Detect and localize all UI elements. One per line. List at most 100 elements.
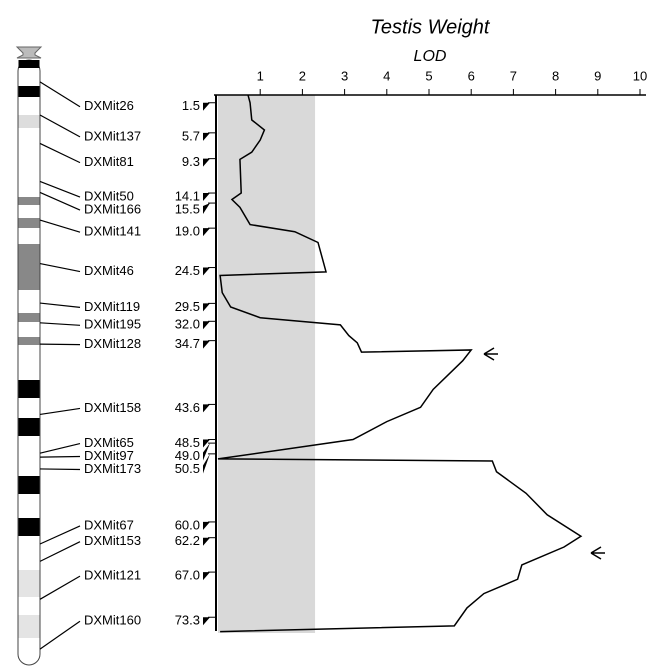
position-tick [203,453,210,474]
marker-name: DXMit67 [84,517,134,532]
plot-area: 1 2 3 4 5 6 7 8 9 10 DXMit26 1.5 DXMit137 5.7 DXMit81 9… [39,68,647,650]
marker-position: 29.5 [175,299,200,314]
band [18,313,40,322]
band [18,570,40,597]
marker-position: 67.0 [175,568,200,583]
marker-connector [39,541,81,562]
position-tick [203,102,210,111]
marker-name: DXMit121 [84,568,141,583]
position-tick [203,340,210,349]
marker-name: DXMit65 [84,435,134,450]
position-tick [203,537,210,546]
marker-connector [39,525,81,545]
position-tick [203,521,210,530]
position-tick [203,132,210,141]
lod-curve [217,94,583,633]
band [18,518,40,536]
x-axis-label: LOD [414,48,447,65]
marker-name: DXMit128 [84,336,141,351]
band [18,418,40,436]
x-tick-label: 1 [257,68,264,83]
x-tick-label: 8 [552,68,559,83]
position-tick [203,228,210,237]
marker-position: 24.5 [175,263,200,278]
marker-position: 32.0 [175,317,200,332]
marker-connector [39,620,81,650]
marker-connector [39,219,81,233]
marker-name: DXMit158 [84,400,141,415]
position-tick [203,617,210,626]
band [18,218,40,228]
marker-name: DXMit137 [84,128,141,143]
position-tick [203,203,210,215]
marker-name: DXMit160 [84,613,141,628]
peak-arrow [483,347,498,361]
marker-connector [39,262,81,273]
marker-position: 14.1 [175,188,200,203]
band [18,115,40,128]
threshold-band [218,95,316,633]
band [18,476,40,494]
marker-connector [39,142,81,164]
marker-connector [39,575,81,600]
marker-name: DXMit153 [84,533,141,548]
marker-position: 15.5 [175,201,200,216]
marker-position: 19.0 [175,224,200,239]
marker-connector [39,343,81,346]
marker-connector [39,81,81,108]
marker-connector [39,468,81,471]
marker-name: DXMit195 [84,317,141,332]
marker-connector [39,442,81,454]
marker-position: 1.5 [182,98,200,113]
marker-name: DXMit141 [84,224,141,239]
marker-connector [39,180,81,198]
marker-connector [39,302,81,308]
band [18,197,40,205]
marker-name: DXMit97 [84,448,134,463]
marker-position: 60.0 [175,517,200,532]
band [18,615,40,638]
x-tick-label: 9 [594,68,601,83]
position-tick [203,404,210,413]
x-tick-label: 6 [468,68,475,83]
x-tick-label: 5 [425,68,432,83]
marker-position: 34.7 [175,336,200,351]
peak-arrow [590,546,605,560]
marker-connector [39,114,81,138]
marker-name: DXMit166 [84,201,141,216]
marker-position: 43.6 [175,400,200,415]
marker-name: DXMit81 [84,154,134,169]
marker-position: 48.5 [175,435,200,450]
marker-connector [39,322,81,326]
position-tick [203,267,210,276]
position-tick [203,572,210,581]
position-tick [203,321,210,330]
position-tick [203,439,210,448]
band [18,244,40,290]
marker-name: DXMit46 [84,263,134,278]
marker-name: DXMit173 [84,461,141,476]
marker-name: DXMit50 [84,188,134,203]
marker-position: 5.7 [182,128,200,143]
marker-name: DXMit26 [84,98,134,113]
x-tick-label: 10 [633,68,647,83]
position-tick [203,193,210,202]
marker-position: 73.3 [175,613,200,628]
x-tick-label: 7 [510,68,517,83]
marker-position: 49.0 [175,448,200,463]
band [18,86,40,97]
marker-position: 50.5 [175,461,200,476]
position-tick [203,158,210,167]
marker-position: 62.2 [175,533,200,548]
x-tick-label: 3 [341,68,348,83]
centromere-cap [15,46,43,59]
x-tick-label: 4 [383,68,390,83]
position-tick [203,303,210,312]
x-tick-label: 2 [299,68,306,83]
band [18,380,40,398]
marker-name: DXMit119 [84,299,140,314]
chart-title: Testis Weight [371,16,491,38]
marker-connector [39,191,81,211]
band [18,337,40,345]
